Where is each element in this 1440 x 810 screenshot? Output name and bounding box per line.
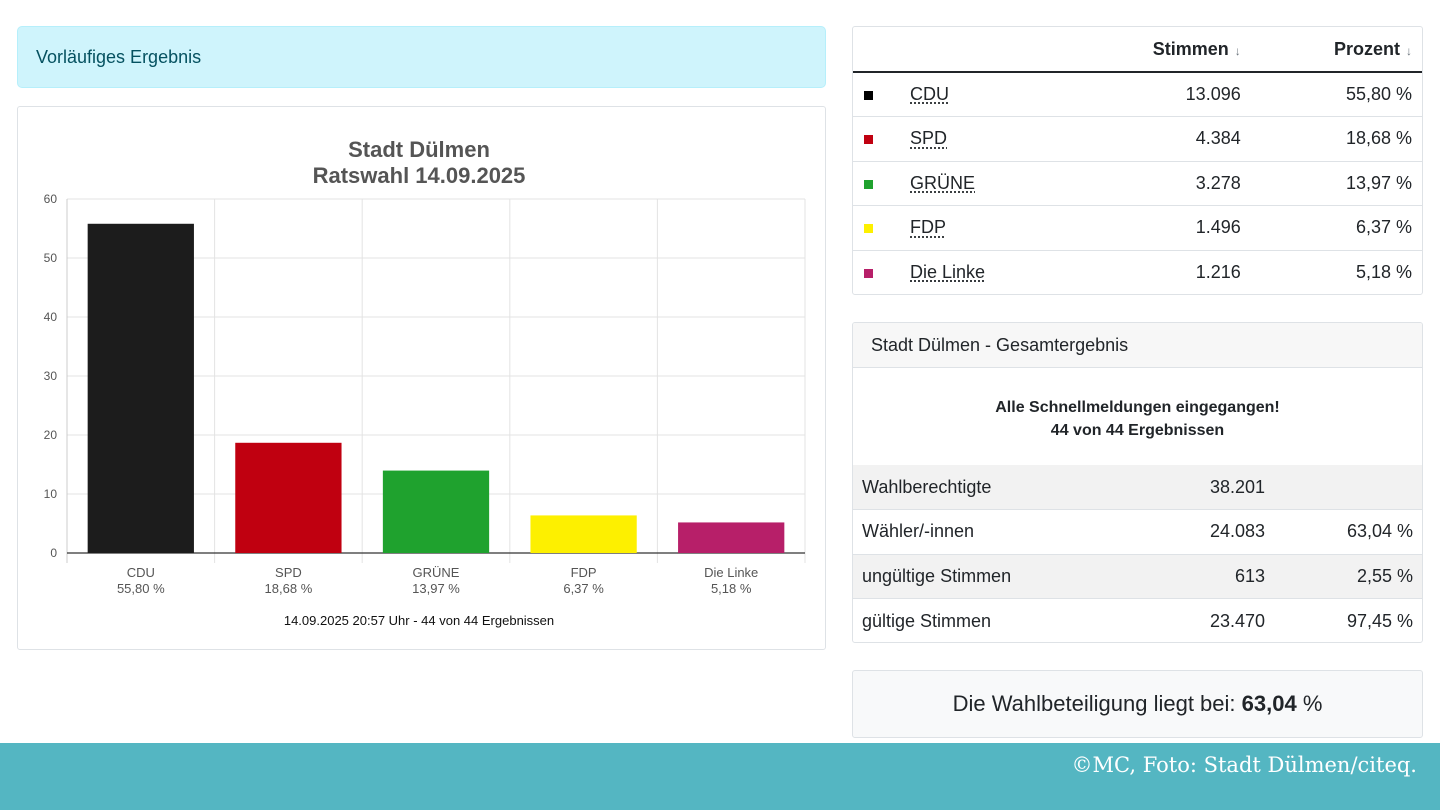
table-row: FDP 1.496 6,37 % [853,205,1422,251]
turnout-value: 63,04 [1241,691,1297,716]
chart-title: Stadt Dülmen [348,137,490,162]
bar-grüne[interactable] [382,470,490,553]
x-tick-sublabel: 6,37 % [563,581,604,596]
x-tick-label: FDP [571,565,597,580]
summary-label: Wahlberechtigte [853,465,1153,510]
x-tick-sublabel: 18,68 % [265,581,313,596]
y-tick-label: 10 [44,487,58,501]
x-tick-label: Die Linke [704,565,758,580]
party-color-swatch [853,72,910,117]
chart-card: Stadt Dülmen Ratswahl 14.09.2025 0 10 20 30… [17,106,826,650]
percent-cell: 18,68 % [1250,116,1422,162]
summary-row: gültige Stimmen 23.470 97,45 % [853,599,1422,643]
summary-value: 23.470 [1209,610,1265,631]
alert-text: Vorläufiges Ergebnis [36,47,202,67]
summary-row: ungültige Stimmen 613 2,55 % [853,554,1422,599]
chart-subtitle: Ratswahl 14.09.2025 [313,163,526,188]
summary-value: 38.201 [1153,465,1265,510]
summary-value: 613 [1153,554,1265,599]
summary-label: gültige Stimmen [862,610,992,631]
y-tick-label: 0 [50,546,57,560]
results-table: Stimmen ↓ Prozent ↓ CDU 13.096 55,80 % SPD 4.3… [852,26,1423,295]
party-color-swatch [853,116,910,162]
party-link[interactable]: Die Linke [910,262,986,282]
bar-chart: Stadt Dülmen Ratswahl 14.09.2025 0 10 20 30… [44,137,806,628]
x-tick-label: CDU [127,565,155,580]
photo-credit: ©MC, Foto: Stadt Dülmen/citeq. [1071,753,1417,777]
bar-cdu[interactable] [87,223,194,553]
results-header-row: Stimmen ↓ Prozent ↓ [853,27,1422,73]
summary-notice: Alle Schnellmeldungen eingegangen! 44 vo… [853,368,1422,465]
party-link[interactable]: FDP [910,217,946,238]
summary-value: 24.083 [1153,509,1265,555]
percent-cell: 5,18 % [1355,262,1412,282]
party-color-swatch [853,205,910,251]
party-color-swatch [853,250,910,295]
table-row: GRÜNE 3.278 13,97 % [853,161,1422,206]
summary-percent [1265,465,1422,510]
turnout-box: Die Wahlbeteiligung liegt bei: 63,04 % [852,670,1423,738]
summary-header: Stadt Dülmen - Gesamtergebnis [853,323,1422,368]
sort-stimmen-header[interactable]: Stimmen ↓ [1060,27,1251,73]
bar-spd[interactable] [235,442,342,553]
sort-prozent-header[interactable]: Prozent ↓ [1250,27,1422,73]
x-tick-sublabel: 13,97 % [412,581,460,596]
summary-row: Wähler/-innen 24.083 63,04 % [853,509,1422,555]
votes-cell: 13.096 [1060,72,1251,117]
y-tick-label: 40 [44,310,58,324]
chart-bars [87,223,785,553]
bar-die-linke[interactable] [678,522,785,553]
x-tick-sublabel: 5,18 % [711,581,752,596]
x-tick-sublabel: 55,80 % [117,581,165,596]
turnout-prefix: Die Wahlbeteiligung liegt bei: [952,691,1236,716]
y-tick-label: 60 [44,192,58,206]
percent-cell: 13,97 % [1250,161,1422,206]
votes-cell: 1.496 [1060,205,1251,251]
party-color-swatch [853,161,910,206]
bar-fdp[interactable] [530,515,637,553]
summary-label: Wähler/-innen [853,509,1153,555]
votes-cell: 1.216 [1195,262,1241,282]
party-link[interactable]: CDU [910,84,949,104]
percent-cell: 55,80 % [1250,72,1422,117]
x-tick-label: GRÜNE [413,565,460,580]
party-link[interactable]: SPD [910,128,948,149]
y-tick-label: 30 [44,369,58,383]
y-tick-label: 20 [44,428,58,442]
table-row: CDU 13.096 55,80 % [853,72,1422,117]
summary-card: Stadt Dülmen - Gesamtergebnis Alle Schne… [852,322,1423,643]
summary-percent: 97,45 % [1346,610,1413,631]
votes-cell: 3.278 [1060,161,1251,206]
table-row: SPD 4.384 18,68 % [853,116,1422,162]
summary-percent: 2,55 % [1265,554,1422,599]
sort-arrow-icon: ↓ [1406,43,1412,58]
votes-cell: 4.384 [1060,116,1251,162]
summary-percent: 63,04 % [1265,509,1422,555]
summary-label: ungültige Stimmen [853,554,1153,599]
y-tick-label: 50 [44,251,58,265]
x-tick-label: SPD [275,565,302,580]
summary-row: Wahlberechtigte 38.201 [853,465,1422,510]
chart-footer: 14.09.2025 20:57 Uhr - 44 von 44 Ergebni… [284,613,554,628]
notice-line-1: Alle Schnellmeldungen eingegangen! [995,399,1280,416]
party-link[interactable]: GRÜNE [910,172,976,193]
footer-bar: ©MC, Foto: Stadt Dülmen/citeq. [0,743,1440,810]
status-alert: Vorläufiges Ergebnis [17,26,826,88]
sort-arrow-icon: ↓ [1234,43,1241,58]
percent-cell: 6,37 % [1250,205,1422,251]
turnout-unit: % [1302,691,1323,716]
table-row: Die Linke 1.216 5,18 % [853,250,1422,295]
notice-line-2: 44 von 44 Ergebnissen [1050,422,1225,439]
